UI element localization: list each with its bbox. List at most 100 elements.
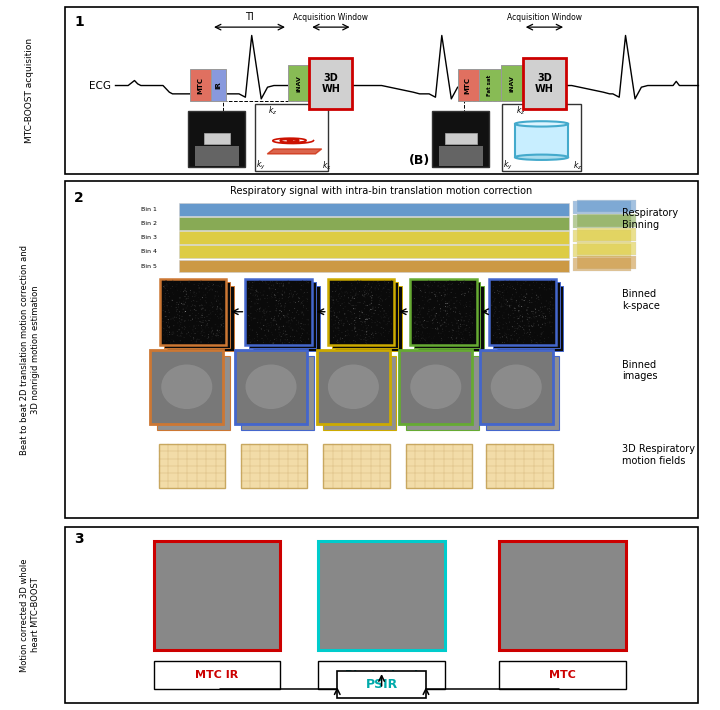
Point (179, 306, 191, 317)
Point (249, 312, 261, 324)
Point (490, 302, 502, 313)
Point (461, 301, 472, 312)
Point (468, 307, 480, 319)
Point (295, 318, 307, 329)
Point (514, 300, 526, 311)
Point (259, 307, 271, 319)
Point (516, 306, 527, 317)
Point (297, 295, 308, 307)
Point (456, 337, 468, 348)
Text: Bin 5: Bin 5 (141, 263, 157, 268)
Point (365, 287, 377, 298)
Point (522, 302, 534, 313)
Point (291, 307, 302, 318)
Point (424, 281, 436, 293)
Point (264, 285, 275, 296)
Point (459, 327, 471, 339)
Point (258, 285, 270, 297)
FancyBboxPatch shape (331, 282, 398, 348)
Point (189, 295, 200, 307)
Point (441, 292, 452, 303)
Point (215, 304, 227, 315)
Point (264, 285, 276, 296)
Point (333, 306, 345, 317)
Point (411, 280, 423, 291)
Point (253, 294, 264, 305)
Point (523, 331, 534, 342)
Point (176, 322, 188, 334)
Point (174, 308, 186, 320)
Point (197, 317, 209, 328)
Point (356, 319, 367, 330)
Point (422, 308, 433, 320)
Point (413, 302, 425, 314)
Point (507, 322, 518, 333)
Point (411, 333, 423, 344)
Point (341, 312, 352, 323)
Point (216, 311, 228, 322)
Point (192, 326, 204, 337)
Point (363, 278, 374, 290)
Point (385, 290, 397, 301)
Point (416, 327, 428, 339)
Point (194, 286, 205, 297)
Point (297, 328, 308, 339)
Point (545, 297, 557, 308)
Point (216, 280, 228, 291)
Point (497, 337, 508, 348)
Point (420, 316, 432, 327)
Point (184, 285, 196, 296)
Point (157, 322, 168, 333)
Point (427, 280, 438, 291)
Point (348, 316, 359, 327)
Point (330, 281, 342, 293)
Point (413, 330, 424, 342)
Point (268, 329, 279, 341)
Point (428, 276, 440, 288)
Point (455, 277, 467, 288)
Point (196, 300, 207, 311)
Point (371, 280, 382, 292)
Point (516, 306, 528, 317)
Point (287, 290, 299, 301)
Point (462, 278, 473, 290)
Point (206, 322, 217, 334)
FancyBboxPatch shape (65, 7, 698, 174)
Point (199, 304, 211, 315)
Point (517, 311, 528, 322)
Point (289, 331, 300, 342)
Point (443, 309, 454, 320)
Point (246, 336, 257, 347)
Point (384, 284, 395, 295)
Point (257, 290, 269, 301)
Point (325, 302, 336, 314)
Point (289, 286, 300, 297)
Point (435, 278, 446, 290)
Point (531, 277, 543, 288)
Point (410, 312, 421, 323)
Point (188, 332, 199, 344)
Point (425, 315, 436, 327)
Point (516, 316, 528, 327)
Point (158, 281, 169, 293)
Point (361, 300, 373, 311)
Point (328, 320, 340, 331)
Point (346, 293, 358, 305)
Point (534, 295, 546, 307)
Point (529, 311, 541, 322)
Point (265, 283, 276, 295)
Point (260, 303, 271, 315)
Point (258, 289, 269, 300)
Point (278, 328, 289, 339)
Point (175, 314, 186, 325)
Point (464, 283, 475, 294)
Point (250, 290, 261, 301)
Point (260, 315, 271, 326)
Point (510, 289, 522, 300)
Point (158, 286, 170, 297)
Point (196, 304, 207, 315)
Point (517, 315, 528, 326)
Point (194, 286, 205, 297)
Point (328, 332, 340, 343)
Point (419, 320, 431, 331)
